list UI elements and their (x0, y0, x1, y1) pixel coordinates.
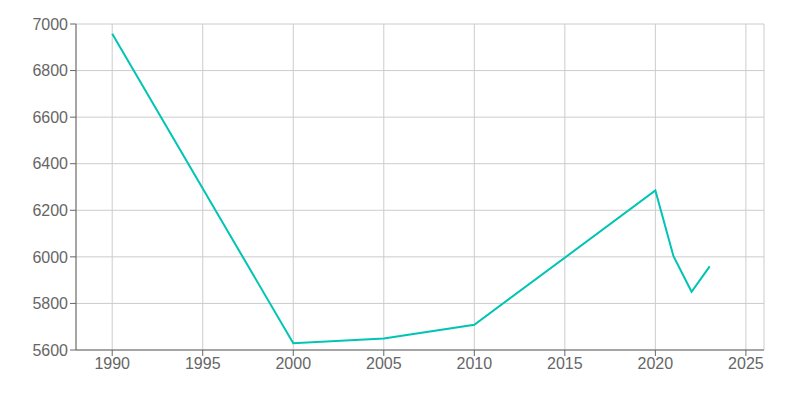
svg-text:1990: 1990 (94, 355, 130, 372)
svg-text:2000: 2000 (275, 355, 311, 372)
svg-text:6800: 6800 (32, 62, 68, 79)
svg-text:6400: 6400 (32, 155, 68, 172)
svg-text:7000: 7000 (32, 16, 68, 33)
svg-text:2015: 2015 (547, 355, 583, 372)
svg-text:5600: 5600 (32, 342, 68, 359)
svg-text:6600: 6600 (32, 109, 68, 126)
svg-text:2020: 2020 (638, 355, 674, 372)
svg-text:6000: 6000 (32, 249, 68, 266)
svg-text:2010: 2010 (457, 355, 493, 372)
svg-text:2005: 2005 (366, 355, 402, 372)
svg-text:2025: 2025 (728, 355, 764, 372)
svg-text:1995: 1995 (185, 355, 221, 372)
svg-text:6200: 6200 (32, 202, 68, 219)
svg-text:5800: 5800 (32, 295, 68, 312)
